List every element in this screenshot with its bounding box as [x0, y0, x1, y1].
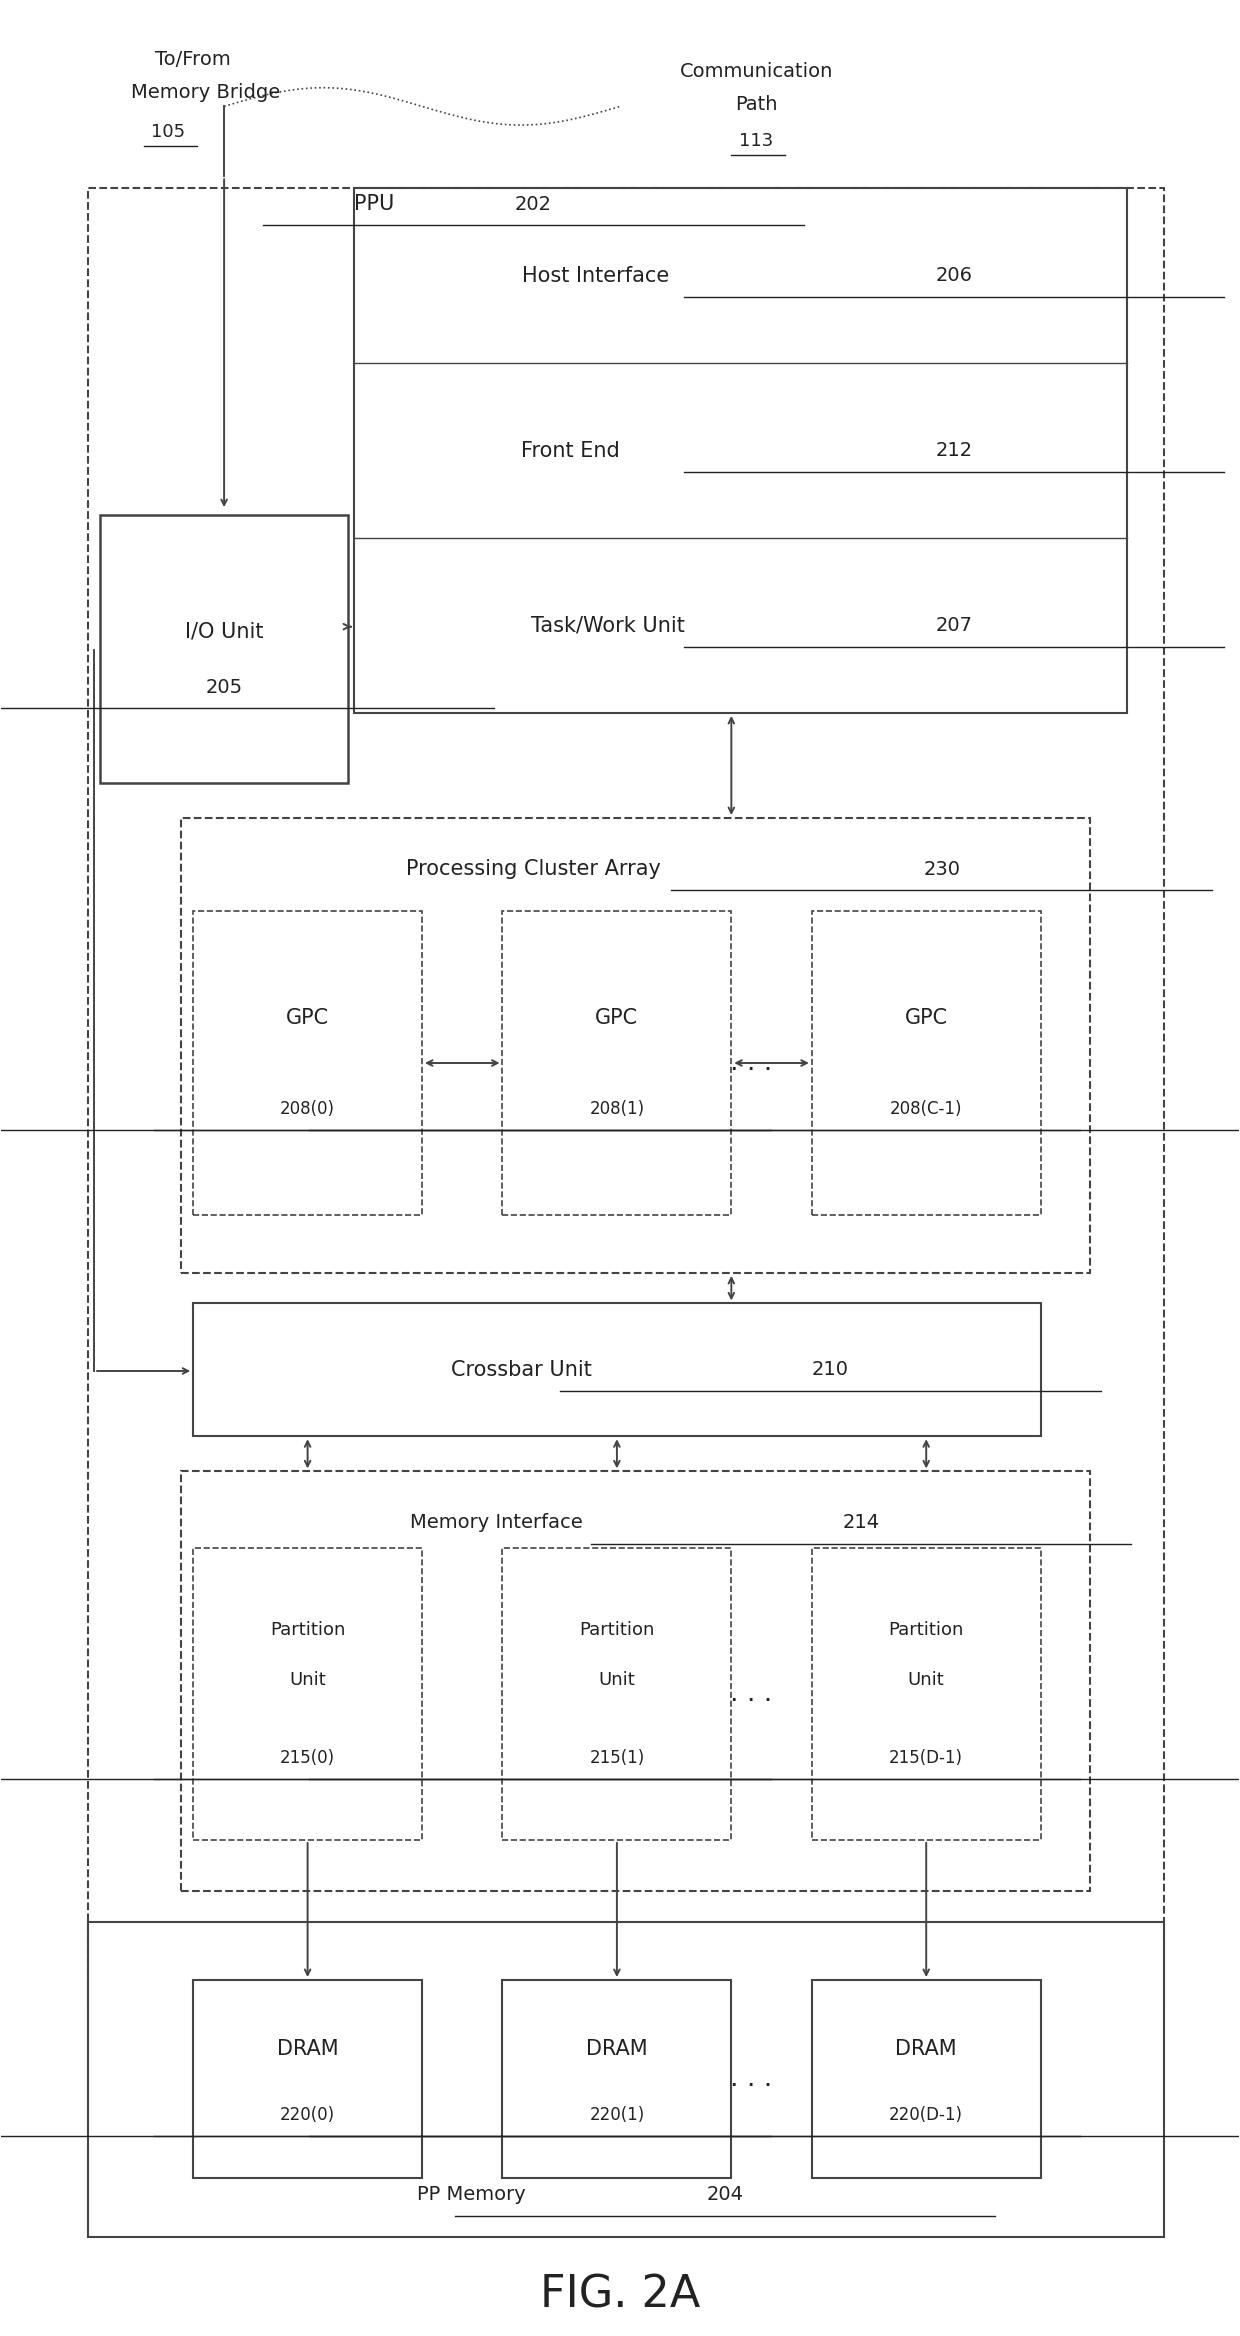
Text: Processing Cluster Array: Processing Cluster Array: [405, 860, 661, 878]
Text: Unit: Unit: [908, 1670, 945, 1689]
Text: To/From: To/From: [155, 49, 231, 70]
Bar: [88, 1923, 1164, 2236]
Text: Unit: Unit: [599, 1670, 635, 1689]
Text: 206: 206: [935, 266, 972, 285]
Text: Unit: Unit: [289, 1670, 326, 1689]
Bar: [181, 1472, 1090, 1892]
Text: . . .: . . .: [730, 1049, 773, 1077]
Text: Partition: Partition: [270, 1621, 345, 1640]
Text: 204: 204: [707, 2184, 744, 2205]
Text: 207: 207: [935, 617, 972, 635]
Text: GPC: GPC: [595, 1007, 639, 1028]
Text: GPC: GPC: [905, 1007, 947, 1028]
Text: DRAM: DRAM: [895, 2039, 957, 2060]
Text: DRAM: DRAM: [587, 2039, 647, 2060]
Text: 208(C-1): 208(C-1): [890, 1100, 962, 1117]
Text: GPC: GPC: [286, 1007, 329, 1028]
Text: Memory Bridge: Memory Bridge: [131, 82, 280, 103]
Text: 220(1): 220(1): [589, 2105, 645, 2123]
Text: 230: 230: [923, 860, 960, 878]
Text: 215(1): 215(1): [589, 1750, 645, 1768]
Text: Task/Work Unit: Task/Work Unit: [531, 614, 684, 635]
Bar: [502, 1549, 732, 1841]
Text: Path: Path: [735, 93, 777, 114]
Bar: [812, 1549, 1040, 1841]
Text: 113: 113: [739, 133, 774, 150]
Bar: [812, 911, 1040, 1215]
Bar: [193, 911, 422, 1215]
Text: FIG. 2A: FIG. 2A: [539, 2273, 701, 2317]
Bar: [100, 514, 347, 783]
Text: . . .: . . .: [730, 1682, 773, 1708]
Text: 208(1): 208(1): [589, 1100, 645, 1117]
Text: I/O Unit: I/O Unit: [185, 621, 263, 642]
Text: Host Interface: Host Interface: [522, 266, 668, 285]
Text: Partition: Partition: [579, 1621, 655, 1640]
Text: PPU: PPU: [353, 194, 394, 215]
Text: 205: 205: [206, 677, 243, 696]
Bar: [181, 818, 1090, 1273]
Text: 214: 214: [843, 1514, 880, 1532]
Text: . . .: . . .: [730, 2065, 773, 2093]
Text: 202: 202: [515, 194, 552, 215]
Text: PP Memory: PP Memory: [417, 2184, 526, 2205]
Bar: [88, 187, 1164, 2009]
Text: 212: 212: [935, 442, 972, 460]
Bar: [812, 1981, 1040, 2177]
Text: 215(0): 215(0): [280, 1750, 335, 1768]
Text: Communication: Communication: [680, 61, 833, 82]
Text: DRAM: DRAM: [277, 2039, 339, 2060]
Bar: [193, 1303, 1040, 1437]
Text: 105: 105: [151, 124, 186, 140]
Text: 208(0): 208(0): [280, 1100, 335, 1117]
Text: Partition: Partition: [889, 1621, 963, 1640]
Bar: [502, 1981, 732, 2177]
Bar: [353, 187, 1127, 712]
Bar: [193, 1981, 422, 2177]
Text: 220(0): 220(0): [280, 2105, 335, 2123]
Bar: [193, 1549, 422, 1841]
Text: Memory Interface: Memory Interface: [410, 1514, 583, 1532]
Text: Crossbar Unit: Crossbar Unit: [450, 1360, 591, 1381]
Text: 220(D-1): 220(D-1): [889, 2105, 963, 2123]
Bar: [502, 911, 732, 1215]
Text: 210: 210: [812, 1360, 849, 1378]
Text: 215(D-1): 215(D-1): [889, 1750, 963, 1768]
Text: Front End: Front End: [521, 442, 620, 460]
